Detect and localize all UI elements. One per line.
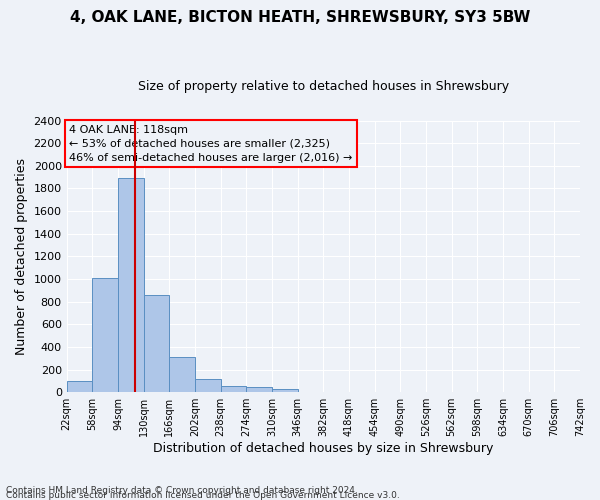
Text: 4 OAK LANE: 118sqm
← 53% of detached houses are smaller (2,325)
46% of semi-deta: 4 OAK LANE: 118sqm ← 53% of detached hou… — [69, 124, 353, 162]
Bar — [143, 295, 169, 392]
Bar — [118, 178, 143, 392]
Y-axis label: Number of detached properties: Number of detached properties — [15, 158, 28, 355]
Bar — [67, 382, 92, 392]
X-axis label: Distribution of detached houses by size in Shrewsbury: Distribution of detached houses by size … — [153, 442, 494, 455]
Bar — [247, 386, 272, 392]
Bar — [272, 389, 298, 392]
Bar — [221, 386, 247, 392]
Bar — [169, 357, 195, 392]
Text: Contains public sector information licensed under the Open Government Licence v3: Contains public sector information licen… — [6, 490, 400, 500]
Bar — [195, 379, 221, 392]
Text: 4, OAK LANE, BICTON HEATH, SHREWSBURY, SY3 5BW: 4, OAK LANE, BICTON HEATH, SHREWSBURY, S… — [70, 10, 530, 25]
Text: Contains HM Land Registry data © Crown copyright and database right 2024.: Contains HM Land Registry data © Crown c… — [6, 486, 358, 495]
Bar — [92, 278, 118, 392]
Title: Size of property relative to detached houses in Shrewsbury: Size of property relative to detached ho… — [138, 80, 509, 93]
